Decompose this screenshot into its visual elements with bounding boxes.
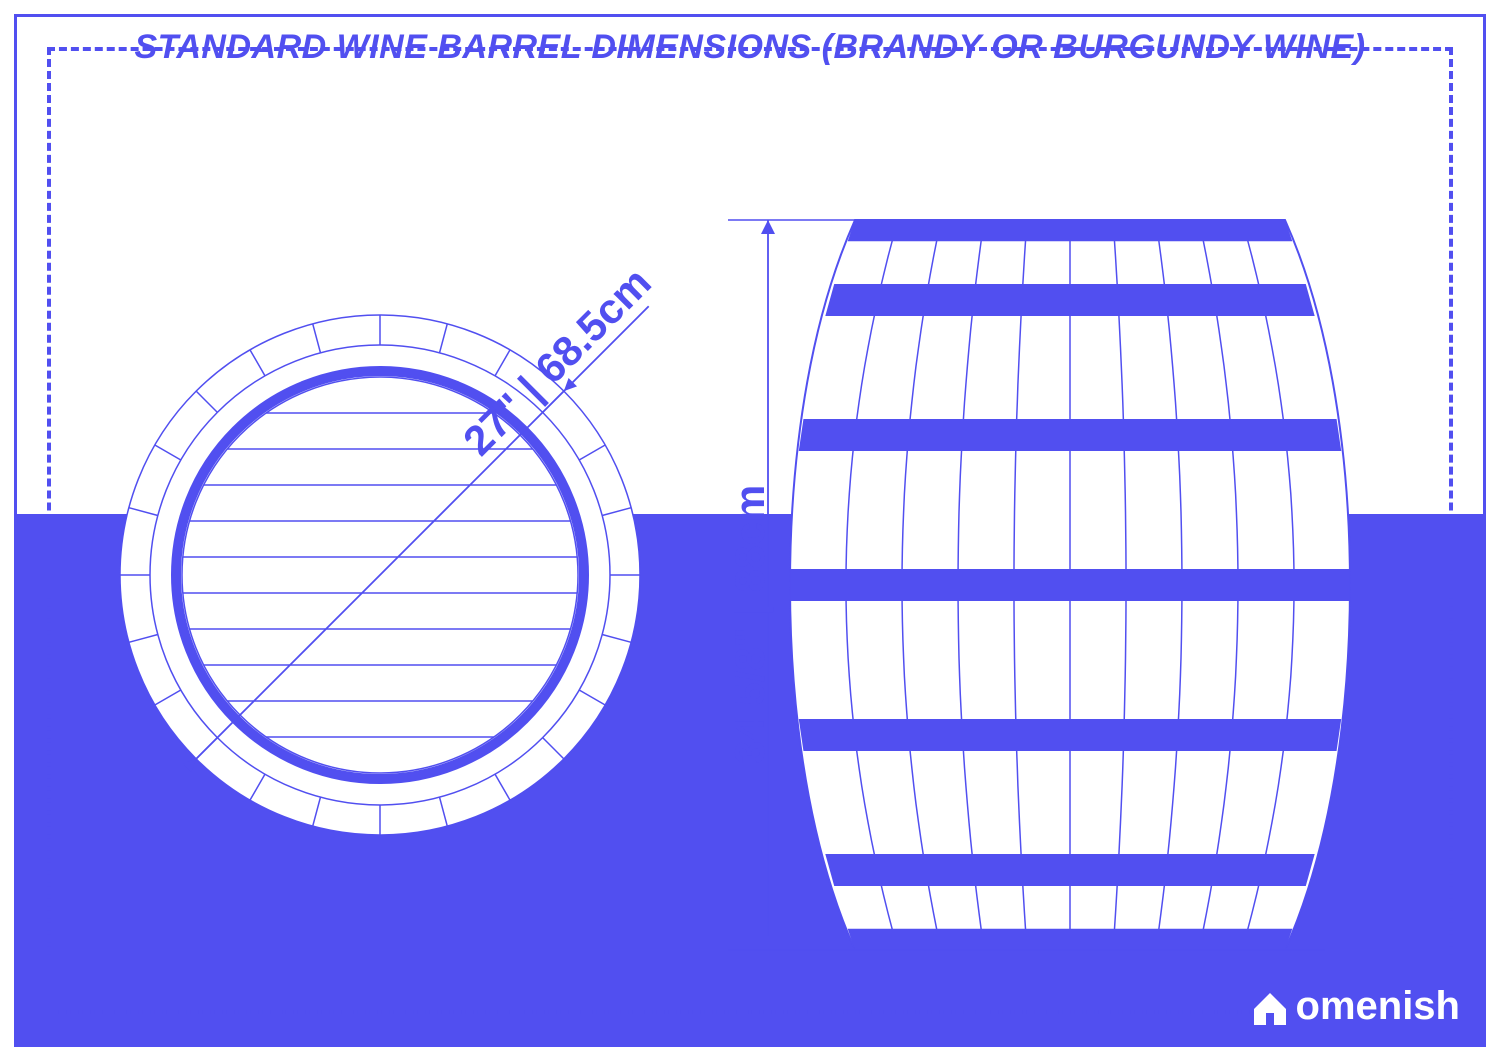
brand-text: omenish bbox=[1296, 984, 1460, 1029]
brand-logo: omenish bbox=[1250, 984, 1460, 1029]
page: STANDARD WINE BARREL DIMENSIONS (BRANDY … bbox=[0, 0, 1500, 1061]
house-icon bbox=[1250, 987, 1290, 1027]
height-label: 34 5/8" | 88cm bbox=[726, 485, 774, 764]
page-title: STANDARD WINE BARREL DIMENSIONS (BRANDY … bbox=[134, 28, 1365, 67]
